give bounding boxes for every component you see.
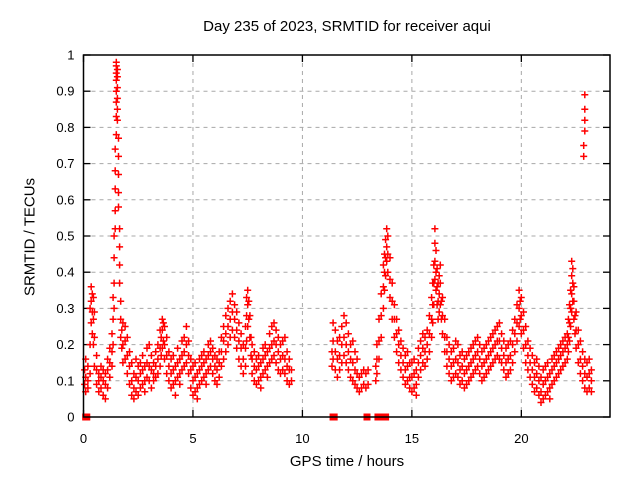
y-tick-label: 0.7	[56, 156, 74, 171]
y-tick-label: 0.3	[56, 301, 74, 316]
y-tick-label: 0.4	[56, 265, 74, 280]
x-tick-label: 0	[80, 431, 87, 446]
y-tick-label: 0.8	[56, 120, 74, 135]
y-tick-label: 0.1	[56, 373, 74, 388]
x-tick-label: 20	[514, 431, 528, 446]
x-tick-label: 15	[405, 431, 419, 446]
y-tick-label: 0.5	[56, 229, 74, 244]
y-tick-label: 0.9	[56, 84, 74, 99]
chart-title: Day 235 of 2023, SRMTID for receiver aqu…	[203, 18, 491, 35]
y-tick-label: 0.6	[56, 192, 74, 207]
plot-border	[82, 54, 611, 418]
y-tick-label: 0.2	[56, 337, 74, 352]
x-tick-label: 5	[189, 431, 196, 446]
x-axis-label: GPS time / hours	[289, 453, 405, 470]
tick-labels: 0 5 10 15 20 0 0.1 0.2 0.3 0.4 0.5 0.6 0.7 0.8 0.9 1	[56, 48, 528, 447]
data-points	[81, 58, 595, 406]
y-tick-label: 1	[67, 48, 74, 63]
x-tick-label: 10	[295, 431, 309, 446]
y-tick-label: 0	[67, 410, 74, 425]
